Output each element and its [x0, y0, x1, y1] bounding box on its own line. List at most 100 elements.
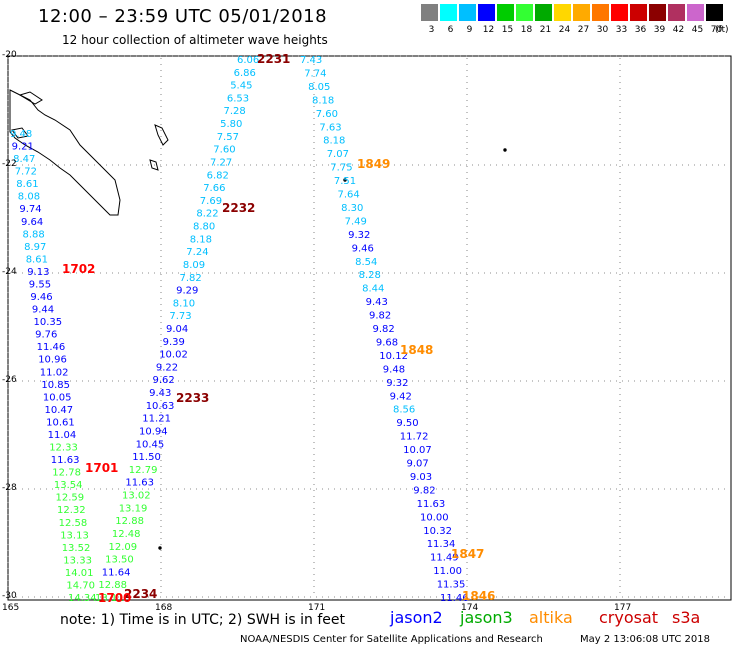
- wave-height-value: 10.63: [146, 401, 175, 412]
- wave-height-value: 11.63: [417, 499, 446, 510]
- wave-height-value: 10.05: [43, 392, 72, 403]
- wave-height-value: 9.48: [10, 129, 32, 140]
- wave-height-value: 9.42: [390, 391, 412, 402]
- colorbar-swatch: [459, 4, 476, 21]
- map-title: 12:00 – 23:59 UTC 05/01/2018: [38, 6, 328, 27]
- wave-height-value: 11.64: [102, 567, 131, 578]
- wave-height-value: 7.72: [15, 167, 37, 178]
- wave-height-value: 12.79: [129, 465, 158, 476]
- wave-height-value: 7.60: [213, 145, 235, 156]
- wave-height-value: 12.09: [109, 542, 138, 553]
- colorbar-swatch: [668, 4, 685, 21]
- wave-height-value: 8.18: [190, 234, 212, 245]
- wave-height-value: 12.32: [57, 505, 86, 516]
- wave-height-value: 12.59: [56, 493, 85, 504]
- wave-height-value: 11.46: [37, 342, 66, 353]
- colorbar-swatch: [592, 4, 609, 21]
- wave-height-value: 6.82: [207, 170, 229, 181]
- wave-height-value: 12.88: [115, 516, 144, 527]
- wave-height-value: 10.61: [46, 417, 75, 428]
- wave-height-value: 9.64: [21, 217, 43, 228]
- wave-height-value: 7.49: [345, 216, 367, 227]
- colorbar-label: 39: [653, 25, 666, 35]
- wave-height-value: 8.09: [183, 260, 205, 271]
- footer-timestamp: May 2 13:06:08 UTC 2018: [580, 634, 710, 645]
- wave-height-value: 8.18: [323, 136, 345, 147]
- wave-height-value: 8.88: [23, 229, 45, 240]
- colorbar-swatch: [554, 4, 571, 21]
- wave-height-value: 10.45: [136, 439, 165, 450]
- wave-height-value: 7.57: [217, 132, 239, 143]
- latitude-label: -28: [2, 483, 17, 493]
- time-mark: 1702: [62, 262, 95, 276]
- wave-height-tracks: 9.489.218.477.728.618.089.749.648.888.97…: [10, 55, 469, 604]
- colorbar-label: 18: [520, 25, 533, 35]
- legend-item: jason2: [390, 608, 443, 627]
- wave-height-value: 8.18: [312, 95, 334, 106]
- wave-height-value: 9.74: [19, 204, 41, 215]
- wave-height-value: 9.82: [373, 324, 395, 335]
- wave-height-value: 6.86: [234, 68, 256, 79]
- time-mark: 1700: [98, 591, 131, 605]
- legend-item: jason3: [460, 608, 513, 627]
- time-mark: 2233: [176, 391, 209, 405]
- wave-height-value: 10.32: [423, 526, 452, 537]
- colorbar-swatch: [649, 4, 666, 21]
- wave-height-value: 7.63: [319, 122, 341, 133]
- wave-height-value: 7.66: [203, 183, 225, 194]
- colorbar-label: 21: [539, 25, 552, 35]
- wave-height-value: 11.63: [51, 455, 80, 466]
- longitude-label: 177: [614, 603, 632, 613]
- wave-height-value: 7.64: [338, 190, 360, 201]
- time-mark: 1849: [357, 157, 390, 171]
- wave-height-value: 7.24: [186, 247, 208, 258]
- wave-height-value: 10.07: [403, 445, 432, 456]
- wave-height-value: 14.01: [65, 568, 94, 579]
- wave-height-value: 10.47: [45, 405, 74, 416]
- wave-height-value: 9.55: [29, 280, 51, 291]
- wave-height-value: 13.52: [62, 543, 91, 554]
- wave-height-value: 14.70: [66, 581, 95, 592]
- latitude-label: -26: [2, 375, 17, 385]
- wave-height-value: 7.69: [200, 196, 222, 207]
- colorbar-swatch: [573, 4, 590, 21]
- wave-height-value: 9.32: [348, 230, 370, 241]
- time-mark: 1848: [400, 343, 433, 357]
- legend-item: s3a: [672, 608, 701, 627]
- wave-height-value: 10.85: [41, 380, 70, 391]
- colorbar-label: 30: [596, 25, 609, 35]
- colorbar-swatch: [478, 4, 495, 21]
- legend-item: cryosat: [599, 608, 659, 627]
- wave-height-value: 8.05: [308, 82, 330, 93]
- wave-height-value: 9.68: [376, 337, 398, 348]
- wave-height-value: 8.61: [16, 179, 38, 190]
- wave-height-value: 13.19: [119, 503, 148, 514]
- wave-height-value: 5.45: [230, 81, 252, 92]
- colorbar-label: 27: [577, 25, 590, 35]
- time-mark: 2232: [222, 201, 255, 215]
- wave-height-value: 7.07: [327, 149, 349, 160]
- wave-height-value: 9.82: [369, 311, 391, 322]
- map-gridlines: [7, 55, 725, 598]
- time-mark: 1701: [85, 461, 118, 475]
- wave-height-value: 9.48: [383, 364, 405, 375]
- wave-height-value: 7.74: [304, 69, 326, 80]
- wave-height-value: 8.97: [24, 242, 46, 253]
- wave-height-value: 10.35: [34, 317, 63, 328]
- wave-height-value: 10.00: [420, 512, 449, 523]
- latitude-label: -20: [2, 50, 17, 60]
- wave-height-value: 9.43: [366, 297, 388, 308]
- colorbar-swatch: [687, 4, 704, 21]
- longitude-label: 171: [308, 603, 326, 613]
- wave-height-value: 9.44: [32, 305, 54, 316]
- longitude-label: 165: [2, 603, 20, 613]
- colorbar-label: 70: [710, 25, 723, 35]
- track-time-marks: 2231 1849 2232 1702 1848 2233 1701 1847 22341700…: [62, 52, 495, 605]
- wave-height-value: 7.60: [316, 109, 338, 120]
- wave-height-value: 13.54: [54, 480, 83, 491]
- colorbar-swatch: [706, 4, 723, 21]
- wave-height-value: 7.28: [224, 106, 246, 117]
- wave-height-value: 8.22: [196, 209, 218, 220]
